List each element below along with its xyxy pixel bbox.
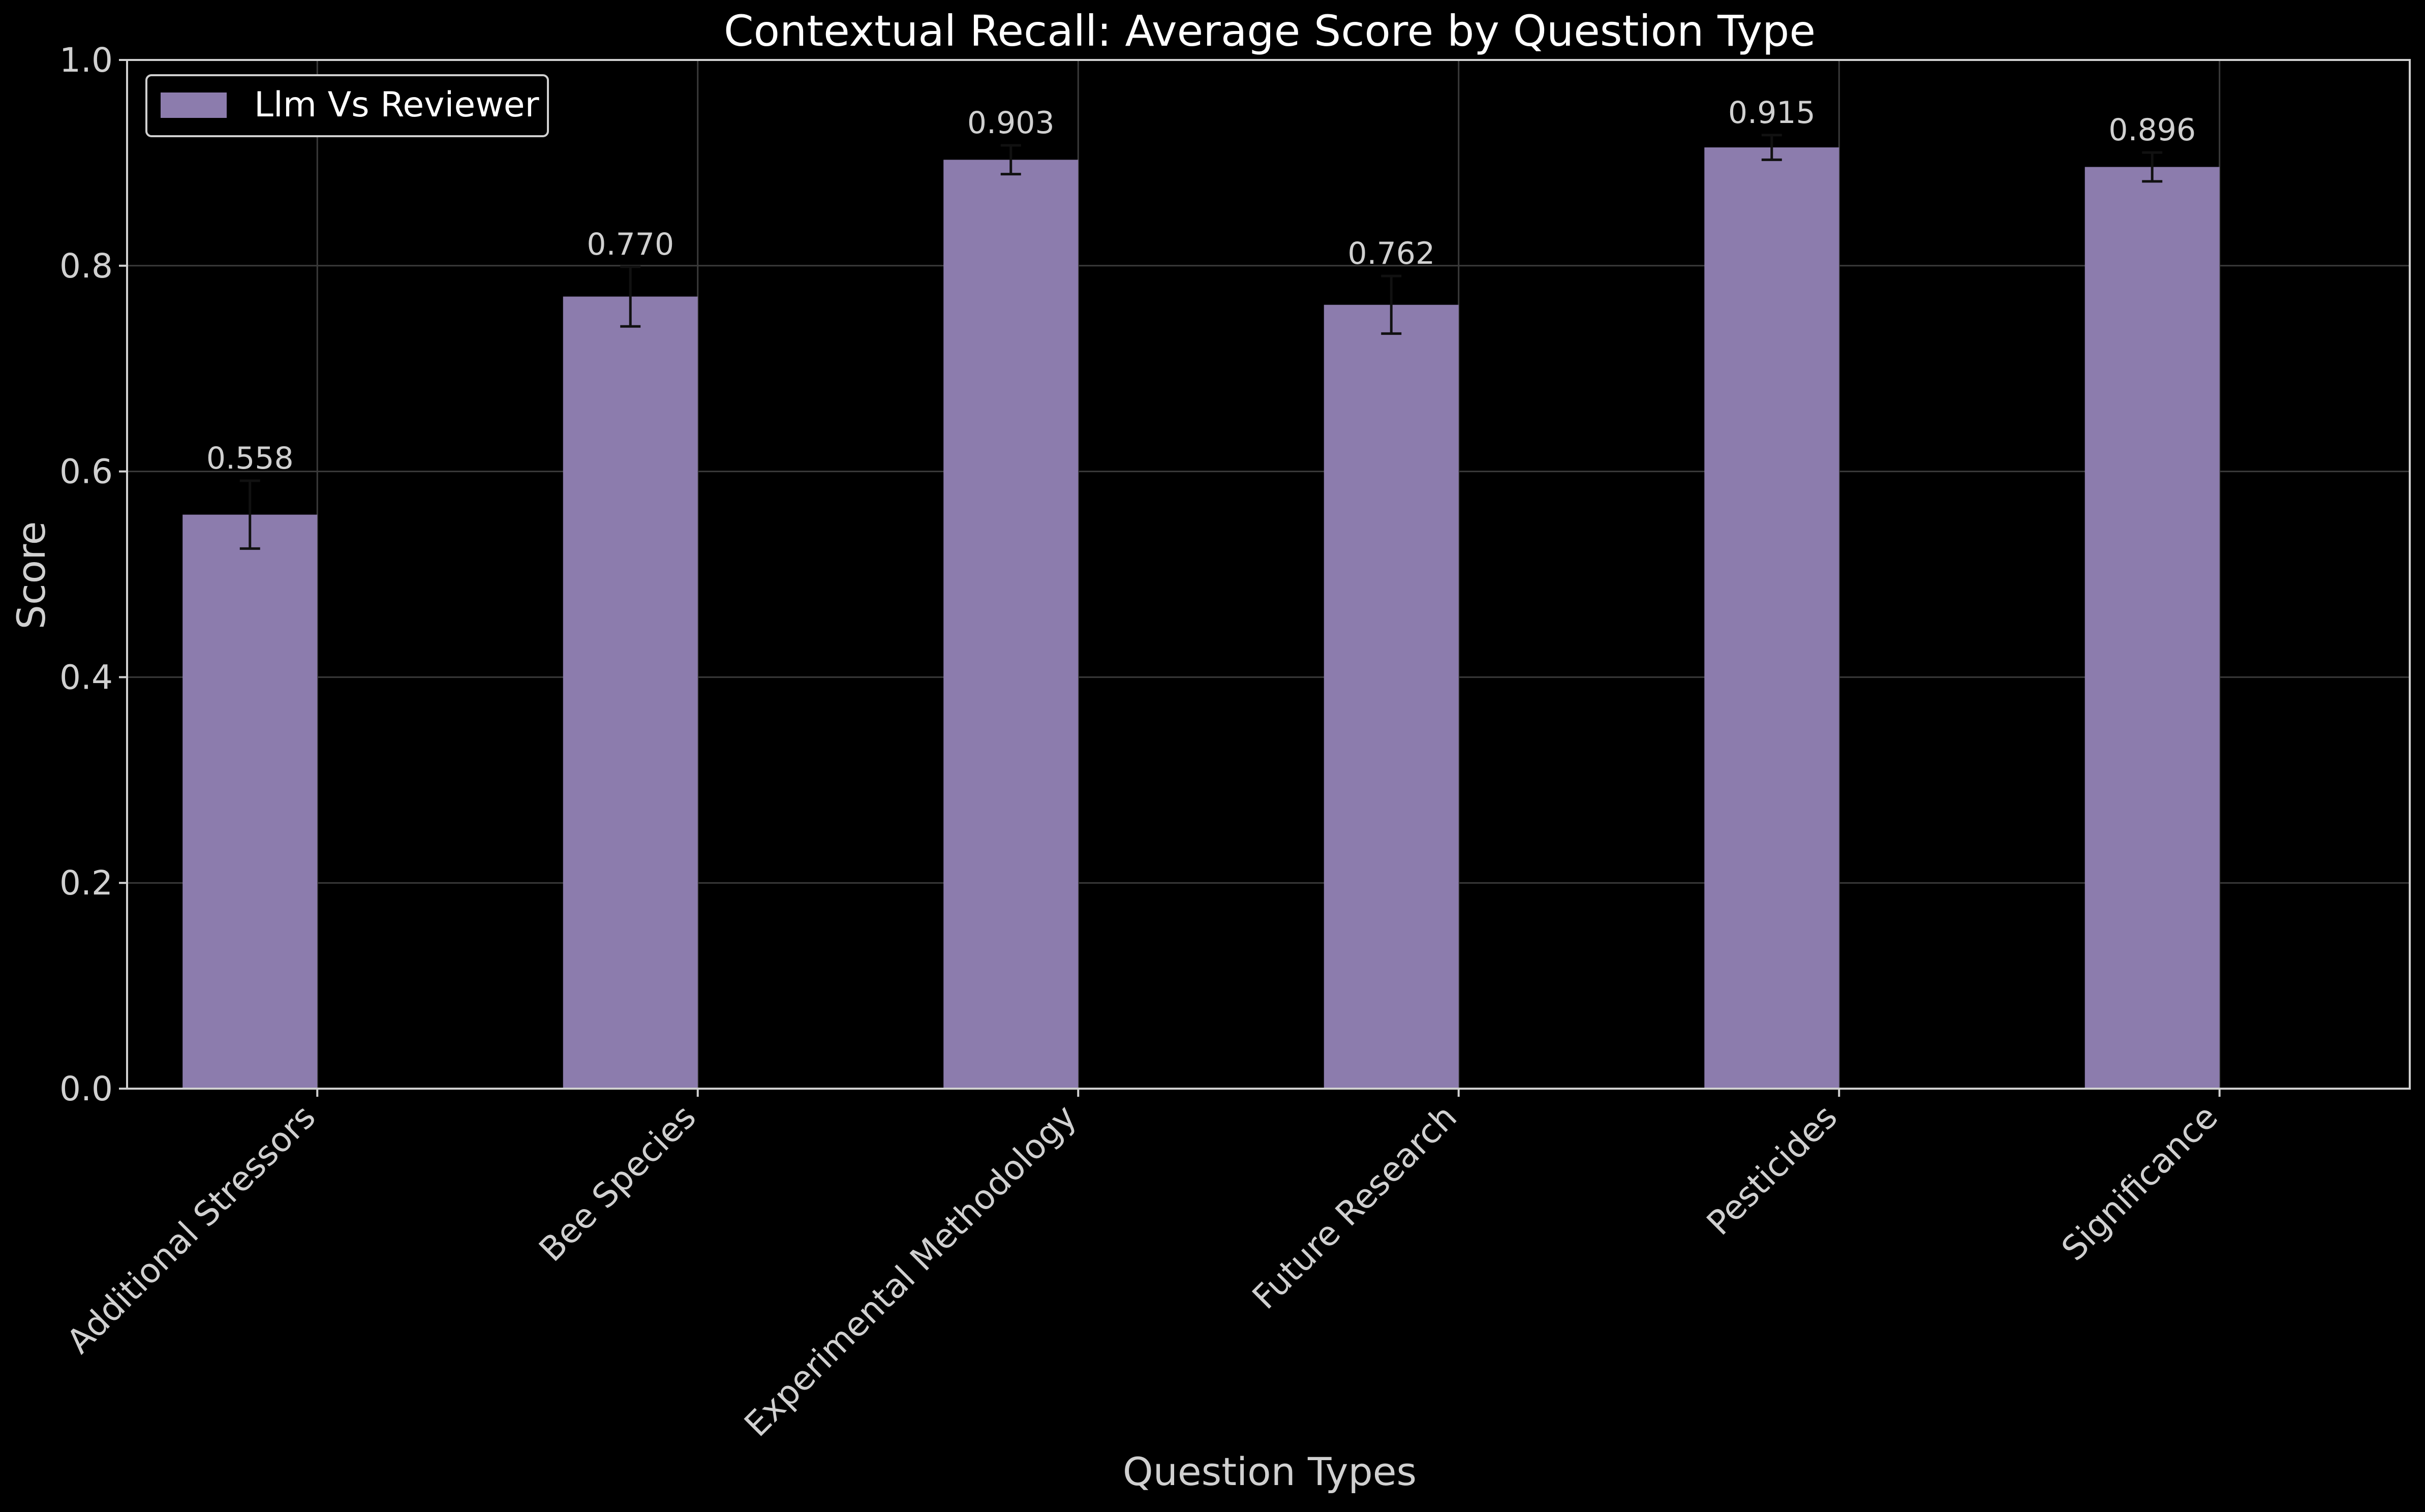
bar (563, 296, 698, 1089)
legend-box (145, 74, 549, 137)
value-label: 0.770 (587, 227, 674, 262)
bar (943, 160, 1079, 1089)
y-tick-label: 0.8 (59, 246, 113, 286)
legend: Llm Vs Reviewer (145, 74, 549, 137)
value-label: 0.896 (2108, 112, 2196, 148)
bars (182, 147, 2220, 1089)
value-label: 0.903 (967, 105, 1055, 141)
value-label: 0.915 (1728, 95, 1816, 131)
bar (182, 514, 318, 1089)
value-labels: 0.558 0.770 0.903 0.762 0.915 0.896 (206, 95, 2196, 476)
chart-title: Contextual Recall: Average Score by Ques… (724, 6, 1816, 56)
y-axis: 0.0 0.2 0.4 0.6 0.8 1.0 (59, 41, 127, 1108)
x-axis-label: Question Types (1123, 1449, 1417, 1494)
y-axis-label: Score (9, 521, 54, 630)
y-tick-label: 0.0 (59, 1069, 113, 1108)
y-tick-label: 0.2 (59, 863, 113, 903)
bar (1324, 304, 1459, 1089)
y-tick-label: 1.0 (59, 41, 113, 80)
value-label: 0.762 (1347, 236, 1435, 271)
y-tick-label: 0.4 (59, 658, 113, 697)
bar (1704, 147, 1839, 1089)
legend-label: Llm Vs Reviewer (254, 85, 539, 125)
bar (2084, 167, 2220, 1089)
legend-swatch (161, 92, 227, 118)
value-label: 0.558 (206, 441, 294, 476)
plot-frame (126, 59, 2411, 1090)
y-tick-label: 0.6 (59, 452, 113, 491)
error-bars (239, 134, 2163, 550)
